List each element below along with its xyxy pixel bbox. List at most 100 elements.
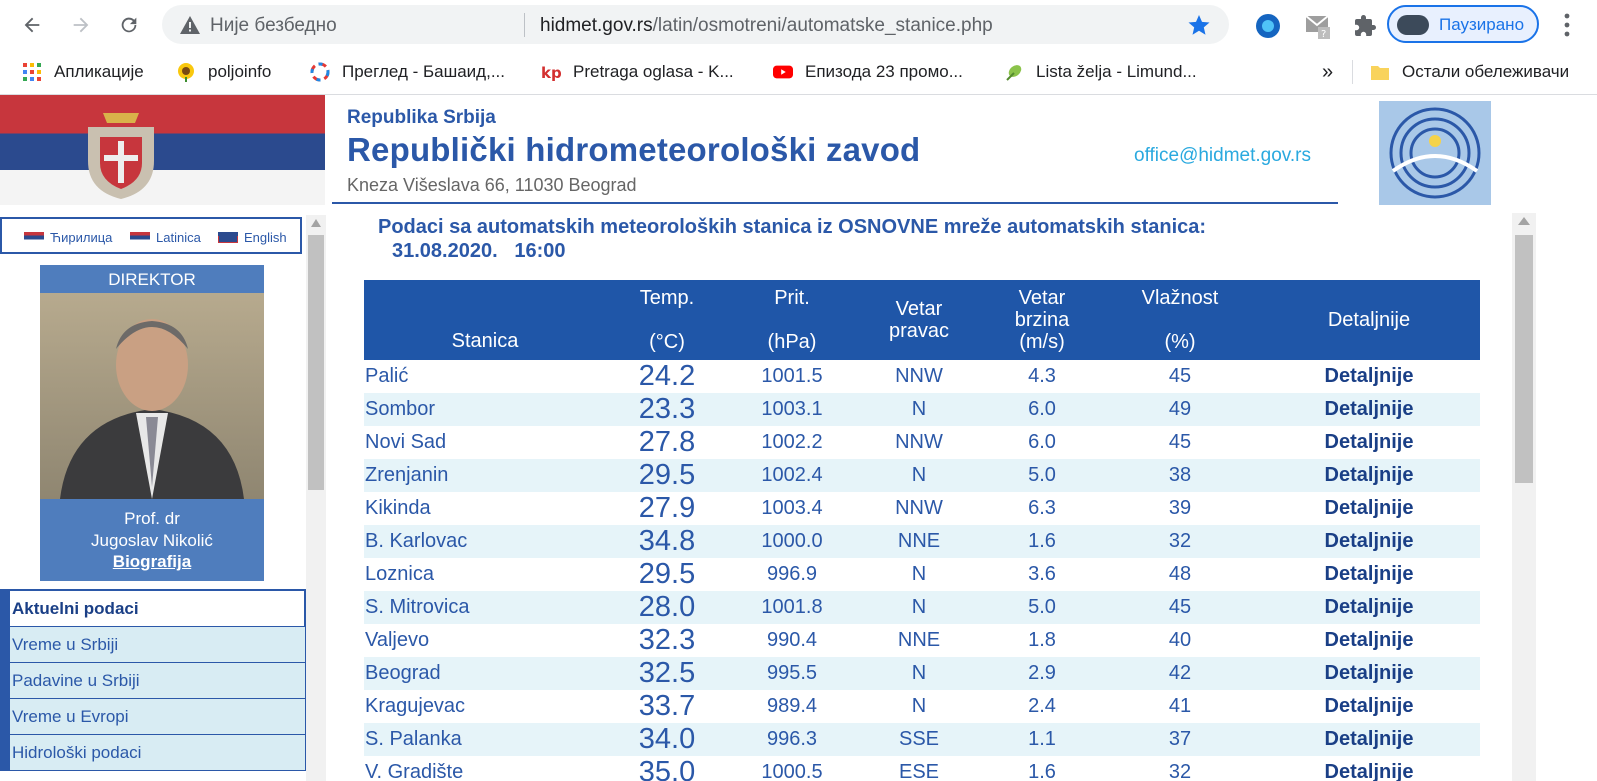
coat-of-arms-icon xyxy=(88,113,154,199)
rhmz-logo[interactable] xyxy=(1379,101,1491,205)
bookmark-pregled[interactable]: Преглед - Башаид,... xyxy=(310,60,505,84)
menu-item-vreme-u-srbiji[interactable]: Vreme u Srbiji xyxy=(0,627,306,663)
wind-dir-cell: N xyxy=(911,563,927,585)
youtube-icon xyxy=(773,65,793,79)
folder-icon xyxy=(1371,66,1389,80)
details-link[interactable]: Detaljnije xyxy=(1258,657,1480,690)
arrow-right-icon xyxy=(73,17,89,33)
sidebar-scrollbar[interactable] xyxy=(306,215,326,781)
humidity-cell: 37 xyxy=(1102,723,1258,756)
details-link[interactable]: Detaljnije xyxy=(1324,365,1414,387)
other-bookmarks-folder[interactable]: Остали обележивачи xyxy=(1370,60,1569,84)
profile-avatar xyxy=(1397,15,1429,35)
col-header-station: Stanica xyxy=(364,280,606,360)
header-title[interactable]: Republički hidrometeorološki zavod xyxy=(347,131,921,168)
temp-cell: 27.9 xyxy=(638,492,696,524)
table-row: Kikinda 27.9 1003.4 NNW 6.3 39 Detaljnije xyxy=(364,492,1480,525)
bookmark-kp[interactable]: kp Pretraga oglasa - K... xyxy=(541,60,734,84)
wind-dir-cell: NNE xyxy=(856,525,982,558)
col-header-wind-dir: Vetar pravac xyxy=(856,280,982,360)
security-label[interactable]: Није безбедно xyxy=(210,15,337,36)
col-header-humidity: Vlažnost (%) xyxy=(1102,280,1258,360)
pressure-cell: 1003.4 xyxy=(761,497,823,519)
bookmark-poljoinfo[interactable]: poljoinfo xyxy=(176,60,271,84)
url-host: hidmet.gov.rs xyxy=(540,15,653,36)
scroll-up-icon[interactable] xyxy=(311,219,321,227)
details-link[interactable]: Detaljnije xyxy=(1258,525,1480,558)
web-page: Republika Srbija Republički hidrometeoro… xyxy=(0,95,1597,781)
reload-button[interactable] xyxy=(114,10,144,40)
lang-latin-link[interactable]: Latinica xyxy=(130,230,201,245)
temp-cell: 35.0 xyxy=(638,756,696,781)
humidity-cell: 45 xyxy=(1102,591,1258,624)
scroll-up-icon[interactable] xyxy=(1518,217,1530,225)
menu-item-padavine-u-srbiji[interactable]: Padavine u Srbiji xyxy=(0,663,306,699)
forward-button[interactable] xyxy=(66,10,96,40)
address-bar[interactable]: Није безбедно hidmet.gov.rs/latin/osmotr… xyxy=(162,5,1229,44)
table-body: Palić 24.2 1001.5 NNW 4.3 45 Detaljnije Sombor 2… xyxy=(364,360,1480,781)
station-cell: Kikinda xyxy=(365,497,431,519)
bookmark-label: Епизода 23 промо... xyxy=(805,62,963,81)
details-link[interactable]: Detaljnije xyxy=(1324,761,1414,781)
wind-dir-cell: SSE xyxy=(856,723,982,756)
bookmark-apps[interactable]: Апликације xyxy=(22,60,144,84)
temp-cell: 32.5 xyxy=(606,657,728,690)
extensions-button[interactable] xyxy=(1351,12,1379,40)
details-link[interactable]: Detaljnije xyxy=(1258,723,1480,756)
back-button[interactable] xyxy=(17,10,47,40)
humidity-cell: 39 xyxy=(1168,497,1192,519)
lang-english-link[interactable]: English xyxy=(218,230,287,245)
leaf-icon xyxy=(1006,65,1022,81)
humidity-cell: 41 xyxy=(1168,695,1192,717)
wind-dir-cell: ESE xyxy=(898,761,940,781)
pressure-cell: 995.5 xyxy=(728,657,856,690)
details-link[interactable]: Detaljnije xyxy=(1324,629,1414,651)
main-scroll-thumb[interactable] xyxy=(1515,235,1533,483)
bookmarks-overflow-button[interactable]: » xyxy=(1322,60,1334,83)
director-name-block: Prof. dr Jugoslav Nikolić xyxy=(40,508,264,552)
menu-item-vreme-u-evropi[interactable]: Vreme u Evropi xyxy=(0,699,306,735)
url-text[interactable]: hidmet.gov.rs/latin/osmotreni/automatske… xyxy=(540,15,993,37)
details-link[interactable]: Detaljnije xyxy=(1258,459,1480,492)
station-cell: Novi Sad xyxy=(365,431,447,453)
lang-cyrillic-link[interactable]: Ћирилица xyxy=(24,230,112,245)
profile-button[interactable]: Паузирано xyxy=(1387,5,1539,43)
uk-flag-icon xyxy=(218,232,238,243)
extension-weather-button[interactable] xyxy=(1254,12,1282,40)
station-cell: Palić xyxy=(365,365,409,387)
language-switcher: Ћирилица Latinica English xyxy=(0,217,302,254)
menu-item-aktuelni-podaci[interactable]: Aktuelni podaci xyxy=(0,589,306,627)
main-scrollbar[interactable] xyxy=(1512,213,1536,781)
kebab-menu-icon[interactable] xyxy=(1557,12,1577,38)
details-link[interactable]: Detaljnije xyxy=(1258,591,1480,624)
wind-dir-cell: N xyxy=(856,657,982,690)
menu-item-hidroloski-podaci[interactable]: Hidrološki podaci xyxy=(0,735,306,771)
bookmark-youtube[interactable]: Епизода 23 промо... xyxy=(773,60,963,84)
station-cell: Valjevo xyxy=(365,629,430,651)
header-republic: Republika Srbija xyxy=(347,107,496,128)
table-row: Loznica 29.5 996.9 N 3.6 48 Detaljnije xyxy=(364,558,1480,591)
site-header: Republika Srbija Republički hidrometeoro… xyxy=(347,107,920,196)
lang-label: Latinica xyxy=(156,230,201,245)
wind-speed-cell: 1.1 xyxy=(982,723,1102,756)
wind-speed-cell: 1.6 xyxy=(1028,761,1056,781)
bookmark-limundo[interactable]: Lista želja - Limund... xyxy=(1004,60,1197,84)
wind-dir-cell: NNW xyxy=(895,497,943,519)
details-link[interactable]: Detaljnije xyxy=(1324,563,1414,585)
bookmark-star-icon[interactable] xyxy=(1187,13,1211,37)
table-row: Beograd 32.5 995.5 N 2.9 42 Detaljnije xyxy=(364,657,1480,690)
warning-triangle-icon[interactable] xyxy=(180,16,200,34)
wind-speed-cell: 6.0 xyxy=(982,393,1102,426)
table-row: Kragujevac 33.7 989.4 N 2.4 41 Detaljnije xyxy=(364,690,1480,723)
sidebar-scroll-thumb[interactable] xyxy=(308,235,324,490)
pressure-cell: 989.4 xyxy=(766,695,818,717)
director-bio-link[interactable]: Biografija xyxy=(112,552,192,571)
header-email-link[interactable]: office@hidmet.gov.rs xyxy=(1134,145,1311,166)
details-link[interactable]: Detaljnije xyxy=(1258,393,1480,426)
serbian-flag-banner xyxy=(0,95,325,205)
details-link[interactable]: Detaljnije xyxy=(1324,695,1414,717)
extension-gmail-button[interactable]: ? xyxy=(1304,12,1332,40)
kp-logo-icon: kp xyxy=(541,64,561,82)
details-link[interactable]: Detaljnije xyxy=(1324,497,1414,519)
details-link[interactable]: Detaljnije xyxy=(1324,431,1414,453)
